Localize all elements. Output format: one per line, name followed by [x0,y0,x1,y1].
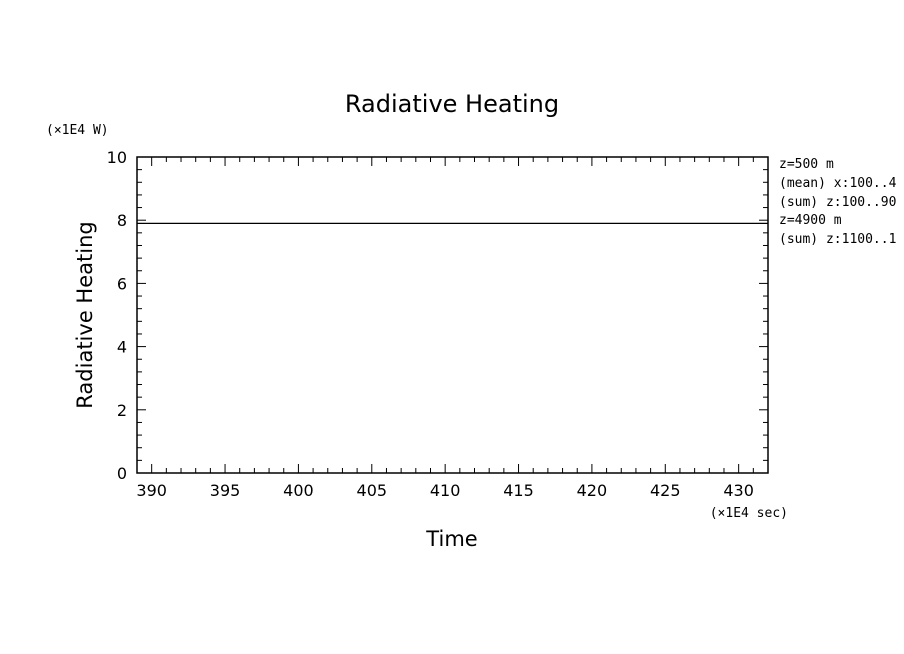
y-tick-label: 8 [117,211,127,230]
y-axis-ticks: 0 2 4 6 8 10 [107,148,768,483]
y-unit-label: (×1E4 W) [46,123,109,138]
x-tick-label: 400 [283,481,314,500]
annotation-line: (sum) z:100..90 [779,195,896,210]
x-tick-label: 390 [136,481,167,500]
annotation-line: (mean) x:100..4 [779,176,897,191]
x-axis-ticks: 390 395 400 405 410 415 420 425 430 [136,157,769,500]
y-tick-label: 10 [107,148,127,167]
y-tick-label: 4 [117,338,127,357]
y-tick-label: 2 [117,401,127,420]
x-tick-label: 410 [430,481,461,500]
chart-title: Radiative Heating [345,90,559,118]
x-tick-label: 395 [210,481,241,500]
annotation-line: (sum) z:1100..1 [779,232,896,247]
annotation-line: z=500 m [779,157,834,172]
x-axis-label: Time [425,527,477,551]
x-tick-label: 415 [503,481,534,500]
x-tick-label: 405 [357,481,388,500]
plot-frame [136,156,769,474]
y-axis-label: Radiative Heating [73,221,97,408]
x-tick-label: 430 [723,481,754,500]
annotation-block: z=500 m (mean) x:100..4 (sum) z:100..90 … [779,157,897,247]
x-tick-label: 425 [650,481,681,500]
x-unit-label: (×1E4 sec) [710,506,788,521]
y-tick-label: 0 [117,464,127,483]
y-tick-label: 6 [117,274,127,293]
annotation-line: z=4900 m [779,213,842,228]
x-tick-label: 420 [577,481,608,500]
